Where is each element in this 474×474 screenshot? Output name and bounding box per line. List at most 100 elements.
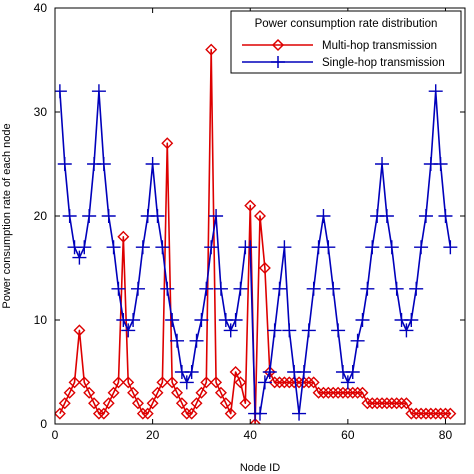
y-tick-label: 0 <box>40 417 47 431</box>
data-point-plus <box>438 209 453 223</box>
data-point-plus <box>150 209 165 223</box>
data-point-diamond <box>302 376 315 389</box>
data-point-diamond <box>156 376 169 389</box>
data-point-plus <box>292 406 307 421</box>
data-point-plus <box>165 313 180 327</box>
data-point-diamond <box>366 397 379 410</box>
data-point-plus <box>321 240 336 255</box>
data-point-plus <box>160 281 175 296</box>
data-point-diamond <box>307 376 320 389</box>
data-point-plus <box>282 323 297 338</box>
data-point-diamond <box>102 397 115 410</box>
legend-label-singlehop: Single-hop transmission <box>322 57 445 69</box>
data-point-diamond <box>239 397 252 410</box>
data-point-plus <box>82 209 97 223</box>
data-point-diamond <box>278 376 291 389</box>
data-point-diamond <box>249 418 262 424</box>
data-point-diamond <box>78 376 91 389</box>
data-point-diamond <box>68 376 81 389</box>
legend: Power consumption rate distribution Mult… <box>230 10 462 74</box>
data-point-diamond <box>312 386 325 399</box>
data-point-plus <box>267 323 282 338</box>
data-point-plus <box>233 281 248 296</box>
data-point-plus <box>209 209 224 223</box>
data-point-plus <box>345 365 360 379</box>
data-point-plus <box>199 281 214 296</box>
data-point-diamond <box>390 397 403 410</box>
data-point-plus <box>316 209 331 223</box>
data-point-plus <box>130 281 145 296</box>
data-point-diamond <box>439 407 452 420</box>
y-tick-label: 40 <box>34 1 48 15</box>
series-multihop <box>55 43 457 424</box>
data-point-plus <box>204 240 219 255</box>
x-tick-label: 40 <box>244 428 258 442</box>
data-point-diamond <box>107 386 120 399</box>
data-point-diamond <box>434 407 447 420</box>
data-point-diamond <box>136 407 149 420</box>
data-point-plus <box>111 281 126 296</box>
data-point-diamond <box>190 397 203 410</box>
data-point-diamond <box>380 397 393 410</box>
data-point-diamond <box>195 386 208 399</box>
data-point-plus <box>409 281 424 296</box>
data-point-plus <box>277 240 292 255</box>
data-point-plus <box>355 313 370 327</box>
data-point-diamond <box>117 230 130 243</box>
data-point-plus <box>306 281 321 296</box>
data-point-diamond <box>131 397 144 410</box>
data-point-plus <box>296 365 311 379</box>
data-point-plus <box>228 313 243 327</box>
data-point-diamond <box>322 386 335 399</box>
data-point-plus <box>243 240 258 255</box>
data-point-diamond <box>214 386 227 399</box>
data-point-diamond <box>268 376 281 389</box>
data-point-diamond <box>200 376 213 389</box>
data-point-diamond <box>395 397 408 410</box>
data-point-diamond <box>361 397 374 410</box>
data-point-diamond <box>55 407 66 420</box>
data-point-diamond <box>415 407 428 420</box>
data-point-diamond <box>63 386 76 399</box>
data-point-diamond <box>73 324 86 337</box>
legend-marker-multihop <box>271 38 285 52</box>
y-tick-label: 10 <box>34 313 48 327</box>
data-point-plus <box>101 209 116 223</box>
data-point-plus <box>106 240 121 255</box>
data-point-diamond <box>341 386 354 399</box>
data-point-plus <box>121 323 136 338</box>
data-point-plus <box>443 240 458 255</box>
data-point-diamond <box>88 397 101 410</box>
data-point-diamond <box>205 43 218 56</box>
series-layer <box>55 43 458 424</box>
data-point-plus <box>404 313 419 327</box>
data-point-plus <box>145 157 160 171</box>
data-point-diamond <box>444 407 457 420</box>
y-tick-label: 30 <box>34 105 48 119</box>
data-point-diamond <box>151 386 164 399</box>
series-singlehop <box>55 84 458 421</box>
data-point-diamond <box>244 199 257 212</box>
data-point-plus <box>194 313 209 327</box>
data-point-diamond <box>376 397 389 410</box>
data-point-plus <box>170 333 185 348</box>
data-point-diamond <box>224 407 237 420</box>
data-point-plus <box>189 333 204 348</box>
data-point-plus <box>365 240 380 255</box>
data-point-diamond <box>166 376 179 389</box>
data-point-diamond <box>127 386 140 399</box>
data-point-diamond <box>385 397 398 410</box>
data-point-plus <box>418 209 433 223</box>
data-point-diamond <box>351 386 364 399</box>
data-point-plus <box>414 240 429 255</box>
data-point-diamond <box>112 376 125 389</box>
data-point-plus <box>389 281 404 296</box>
data-point-plus <box>223 323 238 338</box>
data-point-diamond <box>332 386 345 399</box>
data-point-diamond <box>273 376 286 389</box>
data-point-diamond <box>429 407 442 420</box>
data-point-plus <box>72 250 87 265</box>
data-point-diamond <box>141 407 154 420</box>
data-point-plus <box>301 323 316 338</box>
data-point-plus <box>57 157 72 171</box>
